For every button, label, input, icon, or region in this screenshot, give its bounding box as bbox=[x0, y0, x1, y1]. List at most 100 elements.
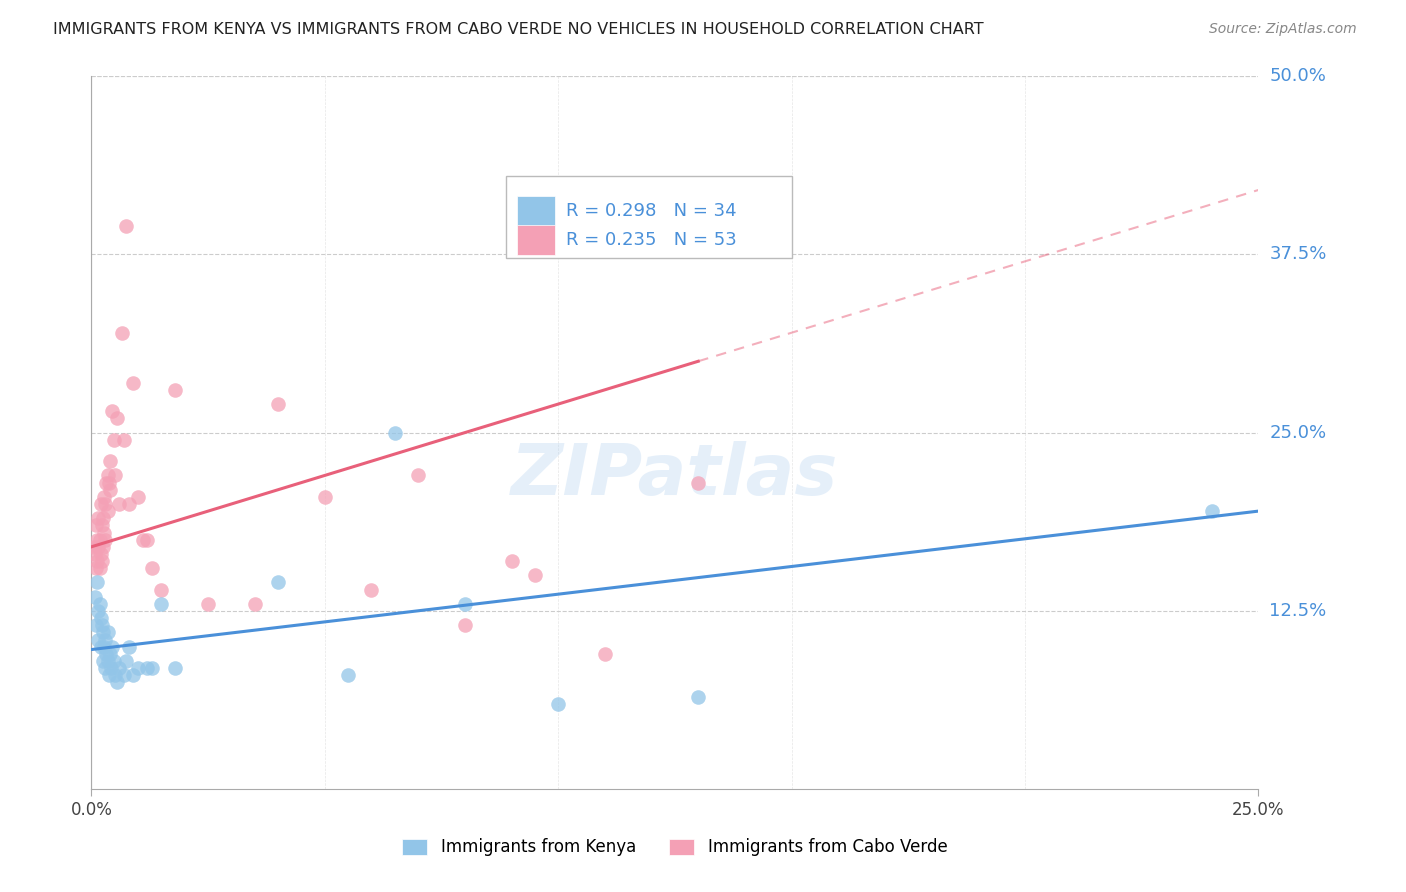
Point bbox=[97, 654, 120, 668]
FancyBboxPatch shape bbox=[517, 196, 555, 226]
Text: 50.0%: 50.0% bbox=[1270, 67, 1326, 85]
Point bbox=[384, 425, 406, 440]
Point bbox=[165, 383, 187, 397]
Point bbox=[84, 618, 107, 632]
Point bbox=[118, 640, 141, 654]
Point bbox=[141, 661, 163, 675]
Point bbox=[108, 661, 131, 675]
Point bbox=[98, 483, 121, 497]
Point bbox=[96, 647, 118, 661]
Point bbox=[97, 468, 120, 483]
Point bbox=[86, 575, 108, 590]
Point bbox=[90, 611, 112, 625]
Point bbox=[89, 561, 111, 575]
Point bbox=[105, 411, 128, 425]
Point bbox=[111, 326, 134, 340]
Point bbox=[122, 376, 145, 390]
Point bbox=[197, 597, 219, 611]
Point bbox=[688, 690, 710, 704]
Point bbox=[136, 661, 159, 675]
Point bbox=[91, 654, 114, 668]
Point bbox=[100, 661, 122, 675]
Point bbox=[91, 540, 114, 554]
Point bbox=[243, 597, 266, 611]
FancyBboxPatch shape bbox=[517, 225, 555, 255]
Text: R = 0.298   N = 34: R = 0.298 N = 34 bbox=[567, 202, 737, 220]
Point bbox=[115, 219, 138, 233]
Point bbox=[101, 640, 124, 654]
Text: 12.5%: 12.5% bbox=[1270, 602, 1327, 620]
Point bbox=[84, 547, 107, 561]
Point bbox=[93, 490, 115, 504]
Point bbox=[98, 647, 121, 661]
Point bbox=[103, 433, 125, 447]
Point bbox=[90, 497, 112, 511]
Point bbox=[104, 468, 127, 483]
Point bbox=[90, 518, 112, 533]
Point bbox=[91, 625, 114, 640]
FancyBboxPatch shape bbox=[506, 176, 792, 258]
Point bbox=[454, 618, 477, 632]
Text: 25.0%: 25.0% bbox=[1270, 424, 1327, 442]
Text: R = 0.235   N = 53: R = 0.235 N = 53 bbox=[567, 231, 737, 249]
Point bbox=[105, 675, 128, 690]
Point bbox=[122, 668, 145, 682]
Point bbox=[87, 632, 110, 647]
Point bbox=[112, 668, 135, 682]
Point bbox=[141, 561, 163, 575]
Point bbox=[84, 561, 107, 575]
Text: 37.5%: 37.5% bbox=[1270, 245, 1327, 263]
Point bbox=[84, 518, 107, 533]
Point bbox=[101, 404, 124, 418]
Point bbox=[267, 397, 290, 411]
Point bbox=[688, 475, 710, 490]
Point bbox=[98, 475, 121, 490]
Text: ZIPatlas: ZIPatlas bbox=[512, 441, 838, 510]
Point bbox=[87, 540, 110, 554]
Point bbox=[593, 647, 616, 661]
Point bbox=[94, 632, 117, 647]
Point bbox=[89, 597, 111, 611]
Point bbox=[136, 533, 159, 547]
Point bbox=[91, 511, 114, 525]
Point bbox=[98, 668, 121, 682]
Point bbox=[132, 533, 155, 547]
Text: Source: ZipAtlas.com: Source: ZipAtlas.com bbox=[1209, 22, 1357, 37]
Point bbox=[150, 597, 173, 611]
Point bbox=[89, 533, 111, 547]
Point bbox=[93, 525, 115, 540]
Text: IMMIGRANTS FROM KENYA VS IMMIGRANTS FROM CABO VERDE NO VEHICLES IN HOUSEHOLD COR: IMMIGRANTS FROM KENYA VS IMMIGRANTS FROM… bbox=[53, 22, 984, 37]
Point bbox=[103, 654, 125, 668]
Point bbox=[314, 490, 336, 504]
Point bbox=[115, 654, 138, 668]
Point bbox=[87, 604, 110, 618]
Point bbox=[84, 590, 107, 604]
Point bbox=[454, 597, 477, 611]
Point bbox=[523, 568, 546, 582]
Point bbox=[165, 661, 187, 675]
Point bbox=[112, 433, 135, 447]
Point bbox=[360, 582, 382, 597]
Point bbox=[501, 554, 523, 568]
Point bbox=[547, 697, 569, 711]
Point bbox=[93, 640, 115, 654]
Point bbox=[94, 661, 117, 675]
Point bbox=[1201, 504, 1223, 518]
Point bbox=[108, 497, 131, 511]
Point bbox=[87, 511, 110, 525]
Point bbox=[127, 490, 149, 504]
Point bbox=[97, 504, 120, 518]
Point bbox=[98, 454, 121, 468]
Point bbox=[90, 554, 112, 568]
Point bbox=[406, 468, 429, 483]
Point bbox=[94, 533, 117, 547]
Point bbox=[86, 533, 108, 547]
Point bbox=[267, 575, 290, 590]
Point bbox=[104, 668, 127, 682]
Point bbox=[97, 625, 120, 640]
Point bbox=[83, 540, 105, 554]
Point bbox=[90, 547, 112, 561]
Point bbox=[337, 668, 360, 682]
Legend: Immigrants from Kenya, Immigrants from Cabo Verde: Immigrants from Kenya, Immigrants from C… bbox=[395, 832, 955, 863]
Point bbox=[150, 582, 173, 597]
